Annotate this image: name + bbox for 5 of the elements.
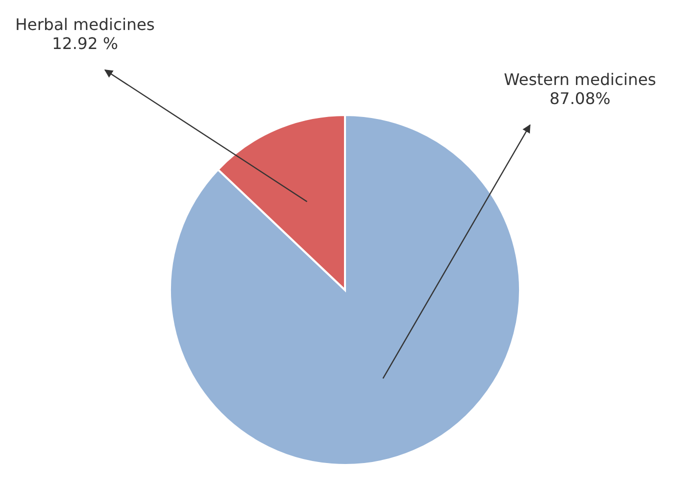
pie-slice <box>169 114 521 466</box>
slice-label: Herbal medicines <box>15 15 155 34</box>
slice-label: Western medicines <box>504 70 656 89</box>
data-label: 12.92 % <box>52 34 118 54</box>
data-label: 87.08% <box>549 89 611 108</box>
